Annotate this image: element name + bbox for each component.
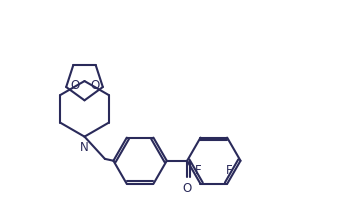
Text: O: O <box>90 79 99 92</box>
Text: F: F <box>195 164 202 177</box>
Text: F: F <box>226 164 232 177</box>
Text: O: O <box>70 79 79 92</box>
Text: N: N <box>80 141 89 155</box>
Text: O: O <box>183 182 192 195</box>
